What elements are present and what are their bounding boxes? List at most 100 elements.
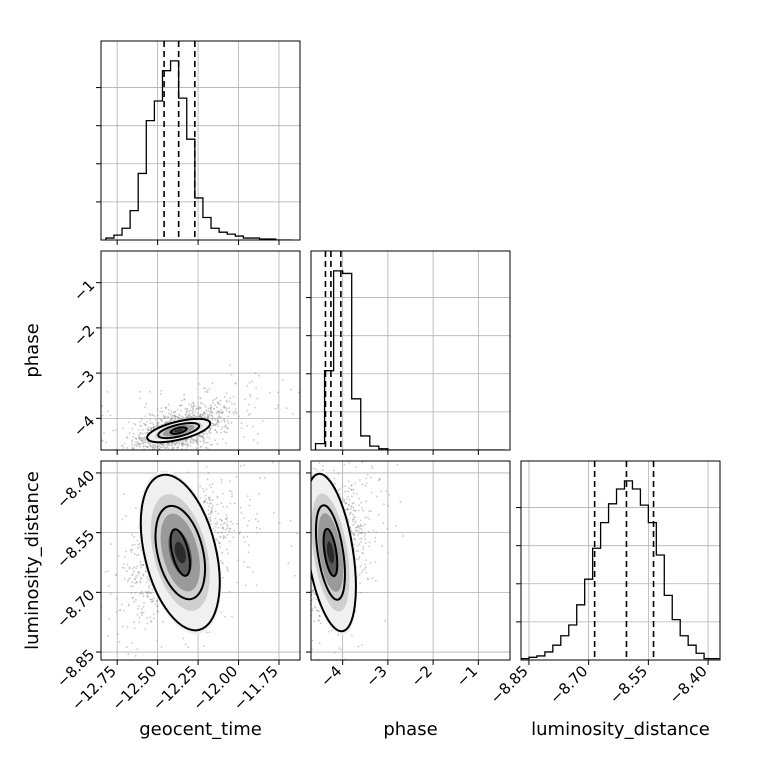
scatter-point [207, 509, 210, 512]
x-tick-label-phase: −4 [317, 662, 345, 690]
scatter-point [165, 407, 168, 410]
scatter-point [139, 424, 142, 427]
scatter-point [362, 525, 365, 527]
scatter-point [204, 390, 207, 393]
scatter-point [219, 535, 222, 538]
scatter-point [138, 621, 140, 624]
scatter-point [156, 447, 159, 449]
scatter-point [180, 453, 182, 455]
scatter-point [177, 457, 179, 459]
scatter-point [247, 448, 249, 450]
scatter-point [219, 399, 222, 402]
scatter-point [151, 427, 154, 429]
scatter-point [142, 437, 145, 440]
scatter-point [104, 452, 106, 454]
scatter-point [133, 600, 136, 603]
scatter-point [208, 414, 211, 417]
scatter-point [172, 454, 174, 456]
scatter-point [394, 524, 397, 527]
scatter-point [202, 436, 204, 438]
scatter-point [223, 419, 226, 422]
scatter-point [200, 435, 202, 438]
scatter-point [204, 494, 207, 497]
scatter-point [301, 589, 303, 591]
scatter-point [142, 595, 145, 598]
scatter-point [156, 610, 159, 613]
scatter-point [353, 543, 356, 546]
scatter-point [204, 477, 206, 479]
scatter-point [296, 467, 298, 469]
scatter-point [212, 490, 215, 493]
scatter-point [290, 501, 292, 503]
scatter-point [131, 439, 134, 442]
scatter-point [348, 487, 351, 490]
scatter-point [209, 406, 212, 409]
scatter-point [318, 610, 320, 613]
scatter-point [238, 532, 241, 535]
scatter-point [166, 415, 169, 418]
scatter-point [121, 518, 124, 521]
scatter-point [291, 413, 294, 415]
scatter-point [206, 447, 209, 450]
scatter-point [192, 401, 195, 404]
scatter-point [303, 492, 305, 494]
scatter-point [148, 422, 151, 425]
scatter-point [226, 566, 229, 569]
scatter-point [175, 459, 177, 461]
scatter-point [186, 440, 188, 443]
scatter-point [134, 599, 137, 601]
scatter-point [215, 538, 218, 541]
scatter-point [195, 455, 197, 457]
scatter-point [226, 520, 229, 523]
scatter-point [161, 446, 164, 449]
scatter-point [242, 536, 245, 539]
scatter-point [218, 421, 220, 424]
scatter-point [226, 505, 228, 508]
scatter-point [234, 453, 236, 455]
scatter-point [181, 451, 183, 453]
scatter-point [131, 440, 134, 443]
x-tick-label-luminosity_distance: −8.70 [546, 662, 591, 707]
scatter-point [149, 442, 152, 445]
scatter-point [193, 439, 196, 442]
scatter-point [272, 519, 274, 521]
scatter-point [182, 452, 184, 454]
scatter-point [306, 568, 308, 570]
scatter-point [313, 620, 316, 623]
scatter-point [125, 646, 128, 648]
scatter-point [192, 414, 195, 417]
scatter-point [136, 574, 139, 577]
scatter-point [357, 529, 360, 532]
scatter-point [200, 445, 203, 448]
scatter-point [139, 431, 142, 434]
scatter-point [132, 448, 135, 450]
scatter-point [216, 418, 219, 420]
scatter-point [170, 418, 173, 421]
scatter-point [302, 514, 304, 516]
scatter-point [289, 519, 292, 522]
scatter-point [217, 419, 219, 422]
scatter-point [186, 445, 189, 448]
contour-2 [139, 473, 221, 632]
scatter-point [184, 417, 187, 419]
scatter-point [196, 440, 198, 443]
scatter-point [361, 569, 364, 572]
scatter-point [268, 587, 270, 589]
scatter-point [222, 411, 224, 413]
scatter-point [140, 592, 142, 595]
scatter-point [136, 554, 138, 557]
scatter-point [163, 417, 165, 420]
scatter-point [214, 525, 217, 528]
scatter-point [217, 420, 219, 423]
scatter-point [229, 527, 232, 530]
scatter-point [195, 440, 198, 443]
scatter-point [146, 429, 149, 431]
scatter-point [358, 509, 360, 512]
scatter-point [286, 617, 288, 619]
scatter-point [218, 415, 221, 418]
scatter-point [260, 559, 262, 561]
scatter-point [133, 670, 135, 672]
scatter-point [109, 414, 112, 417]
scatter-point [318, 642, 321, 645]
scatter-point [167, 409, 170, 411]
